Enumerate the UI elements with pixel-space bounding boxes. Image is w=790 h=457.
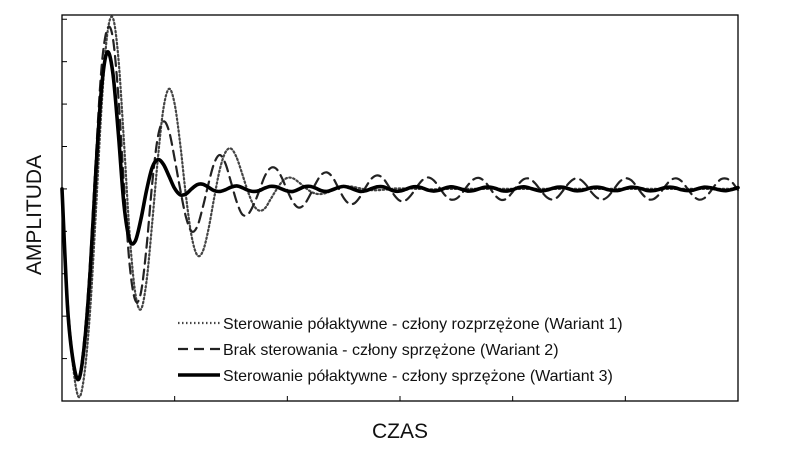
legend-label-series-1: Sterowanie półaktywne - człony rozprzężo…	[223, 316, 623, 333]
legend-label-series-3: Sterowanie półaktywne - człony sprzężone…	[223, 368, 613, 385]
y-axis-label: AMPLITUDA	[23, 155, 46, 275]
series-line-2	[60, 25, 740, 380]
series-layer	[60, 15, 740, 399]
series-line-3	[60, 49, 740, 382]
legend-label-series-2: Brak sterowania - człony sprzężone (Wari…	[223, 342, 559, 359]
series-line-1	[60, 15, 740, 399]
legend: Sterowanie półaktywne - człony rozprzężo…	[178, 316, 623, 385]
axis-ticks	[62, 18, 626, 401]
x-axis-label: CZAS	[372, 420, 428, 443]
